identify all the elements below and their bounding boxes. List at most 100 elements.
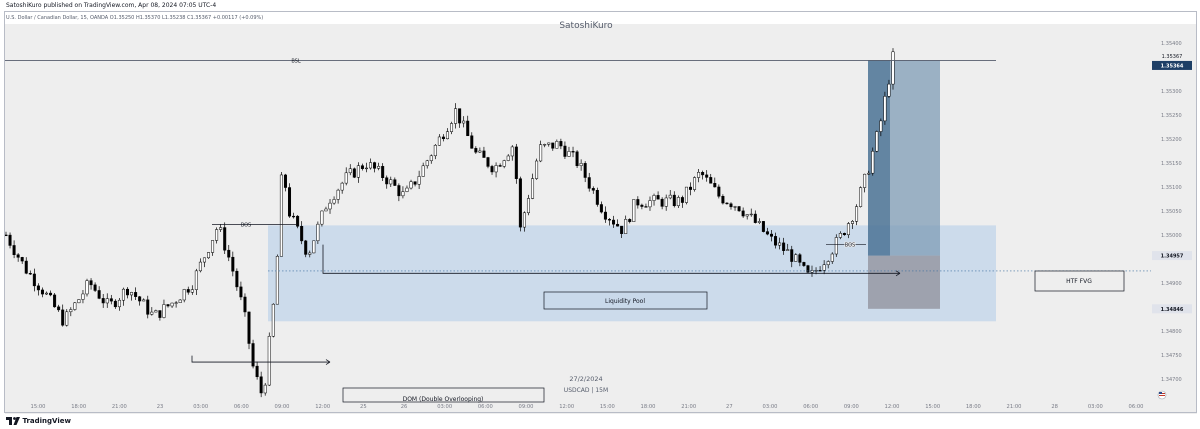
timeframe-label: USDCAD | 15M <box>564 387 608 394</box>
candle <box>101 293 105 308</box>
candle <box>166 304 170 308</box>
candle-body <box>89 280 93 286</box>
candle <box>190 285 194 295</box>
candle-body <box>377 166 381 169</box>
candle <box>684 186 688 205</box>
candle <box>595 187 599 207</box>
x-tick-label: 15:00 <box>600 404 615 410</box>
tradingview-logo[interactable]: TradingView <box>6 416 71 427</box>
htf-fvg-label: HTF FVG <box>1066 278 1092 285</box>
candle-body <box>842 233 846 236</box>
candle-body <box>211 240 215 253</box>
candle-body <box>215 229 219 241</box>
candle-body <box>672 194 676 207</box>
candle-body <box>624 219 628 234</box>
candle-body <box>312 240 316 254</box>
x-tick-label: 03:00 <box>763 404 778 410</box>
candle <box>474 146 478 154</box>
candle <box>571 146 575 158</box>
candle-body <box>405 187 409 192</box>
candle-body <box>798 254 802 263</box>
candle-body <box>668 194 672 199</box>
candle <box>607 217 611 226</box>
candle <box>202 257 206 268</box>
candle <box>498 163 502 167</box>
candle-body <box>49 292 53 296</box>
candle-body <box>194 270 198 290</box>
x-tick-label: 12:00 <box>885 404 900 410</box>
candle-body <box>433 144 437 157</box>
candle-body <box>445 131 449 140</box>
candle-body <box>243 296 247 313</box>
candle-body <box>571 151 575 153</box>
y-tick-label: 1.35200 <box>1161 137 1182 143</box>
candle-body <box>356 165 360 178</box>
candle-body <box>109 298 113 302</box>
candle-body <box>304 240 308 255</box>
candle-body <box>300 226 304 242</box>
candle <box>769 229 773 242</box>
candle-body <box>502 160 506 167</box>
symbol-info: U.S. Dollar / Canadian Dollar, 15, OANDA… <box>6 15 264 21</box>
candle <box>531 173 535 200</box>
candle-body <box>729 203 733 208</box>
candle-body <box>891 51 895 85</box>
candle-body <box>680 197 684 203</box>
candle-body <box>652 195 656 201</box>
candle-body <box>660 198 664 207</box>
candle-body <box>806 265 810 273</box>
candle <box>510 145 514 161</box>
candle-body <box>409 181 413 189</box>
x-tick-label: 09:00 <box>275 404 290 410</box>
candle-body <box>178 299 182 303</box>
candle <box>539 140 543 163</box>
candle-body <box>40 289 44 295</box>
candle <box>385 175 389 189</box>
candle-body <box>713 183 717 188</box>
candle-body <box>879 120 883 132</box>
candle-body <box>778 242 782 246</box>
candle <box>340 181 344 194</box>
candle <box>494 162 498 178</box>
candle <box>304 239 308 258</box>
candle <box>36 283 40 296</box>
candle-body <box>283 174 287 188</box>
candle <box>652 193 656 206</box>
candle-body <box>369 162 373 169</box>
candle <box>745 214 749 220</box>
candle <box>822 260 826 275</box>
candle <box>502 159 506 169</box>
candle-body <box>296 215 300 227</box>
candle <box>526 194 530 216</box>
candle-body <box>871 150 875 174</box>
candle-body <box>846 223 850 236</box>
candle-body <box>535 160 539 179</box>
candle-body <box>563 145 567 157</box>
candle <box>802 261 806 267</box>
candle-body <box>138 296 142 302</box>
candle-body <box>336 189 340 200</box>
candle <box>680 195 684 208</box>
candle <box>826 260 830 269</box>
x-tick-label: 18:00 <box>966 404 981 410</box>
candle-body <box>648 200 652 208</box>
candle <box>381 163 385 182</box>
candle-body <box>867 172 871 175</box>
candle <box>348 164 352 176</box>
candle <box>810 265 814 277</box>
candle <box>834 234 838 257</box>
candle <box>259 371 263 398</box>
candle <box>454 103 458 129</box>
candle-body <box>559 141 563 147</box>
candle-body <box>632 199 636 222</box>
x-tick-label: 21:00 <box>1007 404 1022 410</box>
candle-body <box>239 286 243 298</box>
candle-body <box>450 123 454 132</box>
x-tick-label: 06:00 <box>803 404 818 410</box>
candle-body <box>684 186 688 203</box>
candle <box>134 287 138 301</box>
candle-body <box>348 168 352 174</box>
candle <box>830 252 834 264</box>
candle <box>846 221 850 239</box>
